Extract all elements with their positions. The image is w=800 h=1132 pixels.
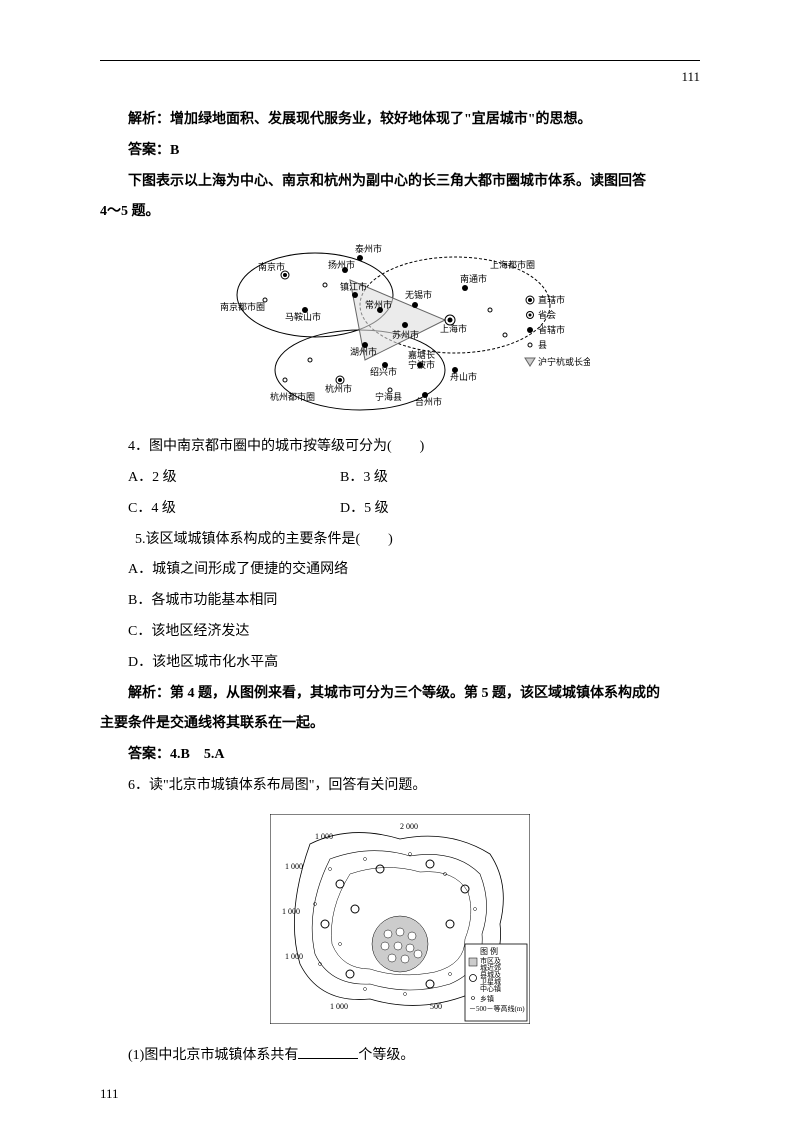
legend-triangle: 沪宁杭或长金三角 — [538, 356, 590, 367]
legend-xian: 县 — [538, 340, 547, 350]
label-nanjing-circle: 南京都市圈 — [220, 301, 265, 312]
legend-title: 图 例 — [480, 946, 498, 956]
legend-shenghui: 省会 — [538, 309, 556, 320]
q5-stem: 5.该区域城镇体系构成的主要条件是( ) — [100, 525, 700, 556]
legend-county-3: 中心镇 — [480, 984, 501, 993]
q5-option-b: B．各城市功能基本相同 — [100, 586, 700, 617]
city-taizhou: 泰州市 — [355, 243, 382, 254]
label-shanghai-circle: 上海都市圈 — [490, 259, 535, 270]
analysis-45-line1: 解析：第 4 题，从图例来看，其城市可分为三个等级。第 5 题，该区域城镇体系构… — [100, 679, 700, 710]
q6-sub1-blank[interactable] — [298, 1045, 358, 1059]
city-nanjing: 南京市 — [258, 261, 285, 272]
city-ningbo: 宁波市 — [408, 359, 435, 370]
city-zhenjiang: 镇江市 — [340, 281, 367, 292]
contour-label-6: 1 000 — [330, 1002, 348, 1011]
page-number-top: 111 — [100, 69, 700, 85]
legend-shengxia: 省辖市 — [538, 324, 565, 335]
city-changzhou: 常州市 — [365, 299, 392, 310]
contour-label-2: 2 000 — [400, 822, 418, 831]
city-suzhou: 苏州市 — [392, 329, 419, 340]
q45-intro-line2: 4～5 题。 — [100, 197, 700, 228]
analysis-1: 解析：增加绿地面积、发展现代服务业，较好地体现了"宜居城市"的思想。 — [100, 105, 700, 136]
q5-option-c: C．该地区经济发达 — [100, 617, 700, 648]
legend-contour: －500－等高线(m) — [469, 1004, 525, 1013]
city-jiaxing: 嘉塘长 — [408, 349, 435, 360]
q45-intro-line1: 下图表示以上海为中心、南京和杭州为副中心的长三角大都市圈城市体系。读图回答 — [100, 167, 700, 198]
contour-label-4: 1 000 — [282, 907, 300, 916]
city-shanghai: 上海市 — [440, 323, 467, 334]
q6-stem: 6．读"北京市城镇体系布局图"，回答有关问题。 — [100, 771, 700, 802]
contour-label-3: 1 000 — [285, 862, 303, 871]
city-nantong: 南通市 — [460, 273, 487, 284]
q6-sub1: (1)图中北京市城镇体系共有 个等级。 — [100, 1041, 700, 1072]
page-number-bottom: 111 — [100, 1086, 119, 1102]
city-ninghai: 宁海县 — [375, 391, 402, 402]
figure-2-beijing-map: 1 000 2 000 1 000 1 000 1 000 1 000 500 … — [100, 814, 700, 1029]
legend-zhixia: 直辖市 — [538, 294, 565, 305]
city-taizhou2: 台州市 — [415, 396, 442, 407]
q5-option-d: D．该地区城市化水平高 — [100, 648, 700, 679]
contour-label-5: 1 000 — [285, 952, 303, 961]
urban-area-hatch — [372, 916, 428, 972]
analysis-45-line2: 主要条件是交通线将其联系在一起。 — [100, 709, 700, 740]
q5-option-a: A．城镇之间形成了便捷的交通网络 — [100, 555, 700, 586]
q4-option-d: D．5 级 — [340, 494, 540, 525]
city-wuxi: 无锡市 — [405, 289, 432, 300]
q4-option-a: A．2 级 — [100, 463, 340, 494]
figure-1-yangtze-delta: 泰州市 南京市 扬州市 上海都市圈 镇江市 南通市 南京都市圈 马鞍山市 常州市… — [100, 240, 700, 420]
legend-town: 乡镇 — [480, 994, 494, 1003]
contour-label-1: 1 000 — [315, 832, 333, 841]
city-huzhou: 湖州市 — [350, 346, 377, 357]
city-yangzhou: 扬州市 — [328, 259, 355, 270]
city-shaoxing: 绍兴市 — [370, 366, 397, 377]
answer-45: 答案：4.B 5.A — [100, 740, 700, 771]
q6-sub1-post: 个等级。 — [358, 1048, 414, 1063]
q4-stem: 4．图中南京都市圈中的城市按等级可分为( ) — [100, 432, 700, 463]
q4-option-c: C．4 级 — [100, 494, 340, 525]
q4-option-b: B．3 级 — [340, 463, 540, 494]
q6-sub1-pre: (1)图中北京市城镇体系共有 — [128, 1048, 298, 1063]
city-zhoushan: 舟山市 — [450, 371, 477, 382]
city-hangzhou: 杭州市 — [325, 383, 352, 394]
city-maanshan: 马鞍山市 — [285, 311, 321, 322]
answer-1: 答案：B — [100, 136, 700, 167]
label-hangzhou-circle: 杭州都市圈 — [270, 391, 315, 402]
contour-label-7: 500 — [430, 1002, 442, 1011]
